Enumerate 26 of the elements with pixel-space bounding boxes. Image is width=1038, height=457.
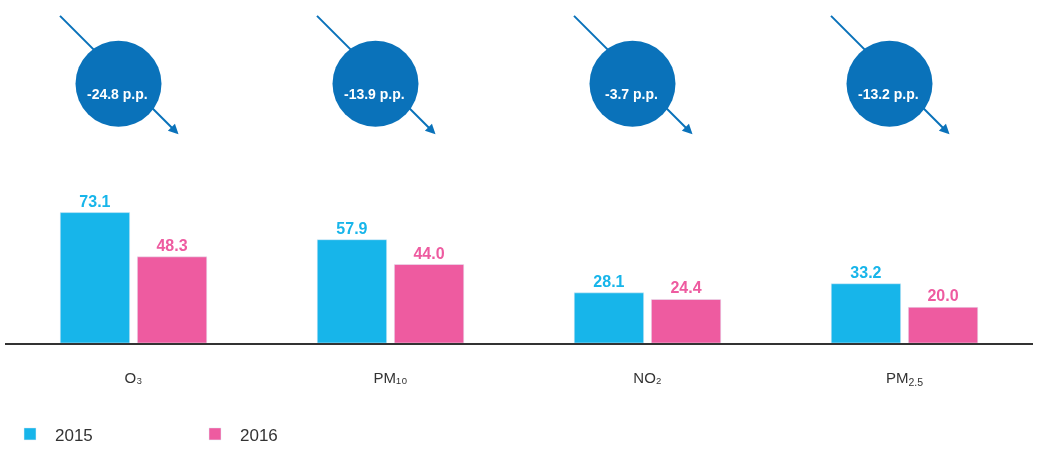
legend-label: 2016 — [240, 425, 278, 445]
data-label: 48.3 — [156, 236, 188, 254]
x-tick-label: NO₂ — [633, 368, 662, 386]
text: -24.8 p.p. — [87, 86, 148, 102]
bar — [908, 307, 978, 343]
bar — [137, 256, 207, 343]
data-label: 20.0 — [927, 287, 959, 305]
bar — [317, 239, 387, 343]
data-label: 33.2 — [850, 263, 882, 281]
bar — [574, 292, 644, 343]
x-tick-label: PM$_{2.5}$ — [885, 368, 924, 388]
x-tick-label: O₃ — [124, 368, 143, 386]
data-label: 73.1 — [79, 192, 111, 210]
legend-label: 2015 — [55, 425, 93, 445]
data-label: 44.0 — [413, 244, 445, 262]
bar — [831, 283, 901, 343]
bar — [394, 264, 464, 343]
data-label: 57.9 — [336, 219, 368, 237]
text: -3.7 p.p. — [605, 86, 658, 102]
text: -13.2 p.p. — [858, 86, 919, 102]
bar — [651, 299, 721, 343]
bar — [60, 212, 130, 343]
data-label: 28.1 — [593, 272, 625, 290]
x-tick-label: PM₁₀ — [373, 368, 408, 386]
data-label: 24.4 — [670, 279, 702, 297]
text: -13.9 p.p. — [344, 86, 405, 102]
